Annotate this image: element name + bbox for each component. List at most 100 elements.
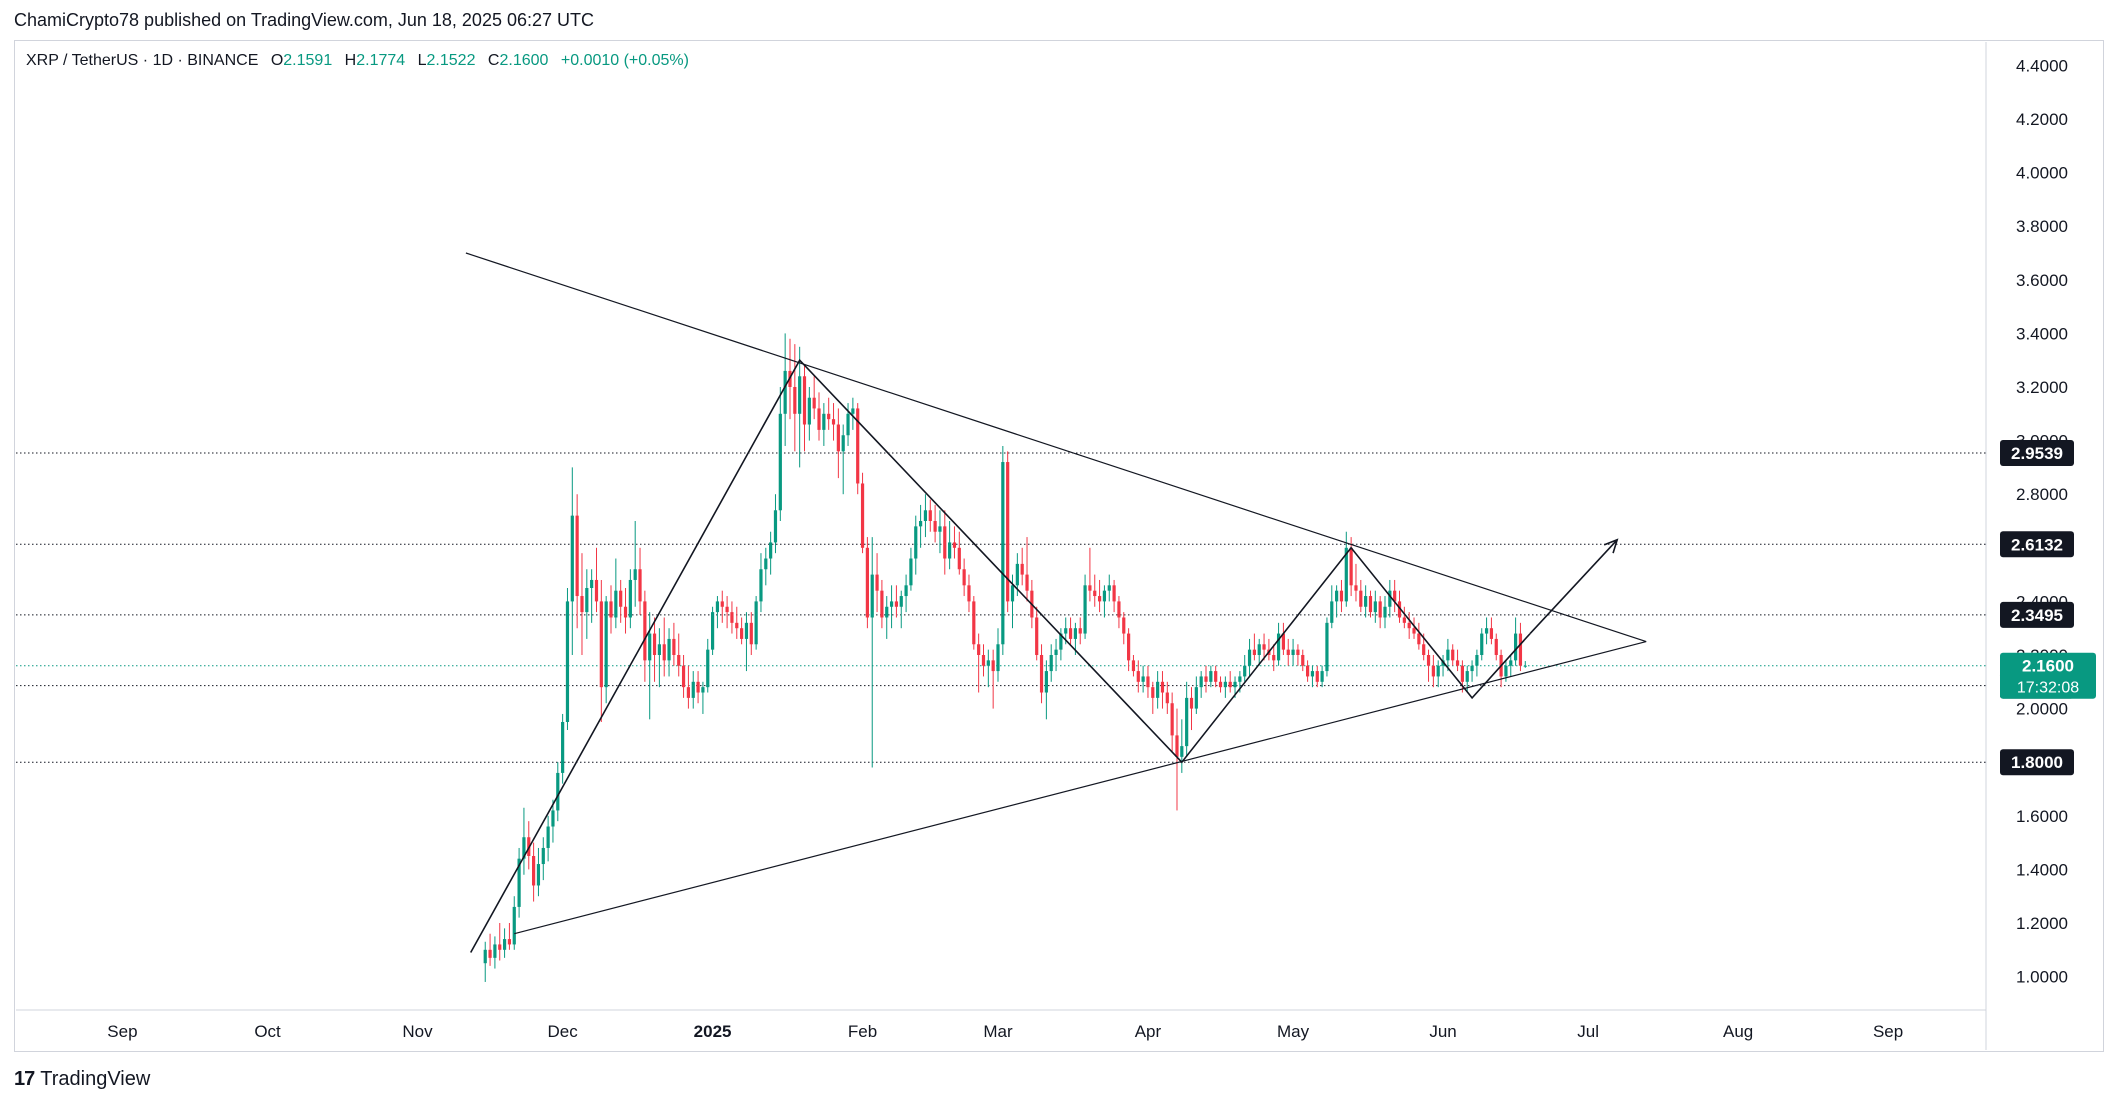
open-value: 2.1591 bbox=[283, 52, 333, 69]
candle-body bbox=[880, 590, 884, 618]
candle-body bbox=[1281, 633, 1286, 650]
candle-body bbox=[1093, 590, 1097, 597]
candle-body bbox=[1330, 601, 1334, 623]
chart-frame bbox=[14, 40, 2104, 1052]
candle-body bbox=[1310, 671, 1315, 677]
candle-body bbox=[981, 655, 986, 666]
candle-body bbox=[807, 397, 811, 425]
ohlc-legend: XRP / TetherUS · 1D · BINANCE O2.1591 H2… bbox=[26, 52, 689, 70]
candle-body bbox=[1059, 633, 1063, 650]
candle-body bbox=[686, 687, 691, 698]
candle-body bbox=[1170, 703, 1174, 736]
candle-body bbox=[967, 585, 971, 602]
candle-body bbox=[1426, 655, 1431, 666]
candle-body bbox=[1470, 665, 1474, 672]
candle-body bbox=[860, 483, 865, 548]
symbol-label[interactable]: XRP / TetherUS · 1D · BINANCE bbox=[26, 52, 259, 69]
candle-body bbox=[1252, 649, 1256, 655]
candle-body bbox=[991, 660, 995, 672]
candle-body bbox=[561, 722, 565, 773]
candle-body bbox=[933, 521, 937, 532]
candle-body bbox=[856, 408, 860, 484]
y-tick-label: 2.0000 bbox=[2016, 700, 2068, 719]
candle-body bbox=[1175, 735, 1179, 757]
candle-body bbox=[894, 601, 899, 607]
y-tick-label: 1.2000 bbox=[2016, 914, 2068, 933]
candle-body bbox=[822, 413, 826, 430]
candle-body bbox=[1364, 596, 1368, 607]
high-value: 2.1774 bbox=[356, 52, 406, 69]
x-tick-label: Dec bbox=[548, 1022, 579, 1041]
candle-body bbox=[1097, 596, 1102, 602]
candle-body bbox=[657, 644, 661, 655]
candle-body bbox=[619, 590, 623, 607]
x-tick-label: Jul bbox=[1577, 1022, 1599, 1041]
candle-body bbox=[1504, 665, 1508, 677]
candle-body bbox=[488, 949, 492, 958]
y-tick-label: 2.8000 bbox=[2016, 485, 2068, 504]
low-key: L bbox=[417, 52, 427, 69]
candle-body bbox=[1006, 462, 1010, 602]
last-price-label: 2.1600 bbox=[2022, 657, 2074, 676]
candle-body bbox=[812, 397, 816, 409]
candle-body bbox=[701, 687, 705, 693]
candle-body bbox=[594, 579, 599, 602]
candle-body bbox=[648, 633, 652, 661]
candle-body bbox=[1455, 660, 1460, 666]
candle-body bbox=[532, 856, 536, 886]
candle-body bbox=[1141, 676, 1145, 682]
candle-body bbox=[1083, 585, 1087, 634]
candle-body bbox=[827, 413, 831, 420]
publisher-line: ChamiCrypto78 published on TradingView.c… bbox=[14, 10, 595, 30]
candle-body bbox=[1451, 649, 1455, 661]
candle-body bbox=[556, 772, 560, 811]
candle-body bbox=[1165, 692, 1169, 704]
candle-body bbox=[919, 521, 923, 527]
trendline-lower bbox=[514, 641, 1647, 935]
candle-body bbox=[1238, 676, 1242, 682]
candle-body bbox=[740, 628, 744, 639]
candle-body bbox=[914, 526, 918, 559]
candle-body bbox=[1301, 655, 1305, 666]
candle-body bbox=[764, 558, 768, 570]
candle-body bbox=[1368, 596, 1373, 613]
candle-body bbox=[1349, 547, 1353, 586]
candle-body bbox=[599, 601, 603, 688]
candle-body bbox=[609, 601, 613, 618]
candle-body bbox=[759, 569, 763, 602]
candle-body bbox=[817, 408, 821, 430]
candle-body bbox=[541, 847, 545, 865]
candle-body bbox=[1523, 665, 1527, 667]
candle-body bbox=[1276, 633, 1281, 661]
candle-body bbox=[1131, 660, 1136, 672]
candle-body bbox=[1354, 585, 1358, 591]
candle-body bbox=[1518, 633, 1523, 666]
candle-body bbox=[1417, 633, 1421, 645]
candle-body bbox=[1180, 746, 1184, 757]
candle-body bbox=[681, 665, 686, 688]
level-price-label: 2.6132 bbox=[2011, 535, 2063, 554]
level-price-tag bbox=[2000, 601, 2074, 628]
candle-body bbox=[744, 622, 749, 639]
candle-body bbox=[1243, 665, 1247, 677]
candle-body bbox=[1359, 590, 1363, 607]
candle-body bbox=[996, 644, 1000, 672]
candle-body bbox=[590, 579, 594, 588]
candle-body bbox=[1054, 649, 1058, 655]
candle-body bbox=[507, 939, 512, 945]
candle-body bbox=[498, 944, 502, 950]
candle-body bbox=[1446, 649, 1450, 661]
candle-body bbox=[643, 601, 647, 661]
level-price-tag bbox=[2000, 749, 2074, 776]
tradingview-footer[interactable]: 17 TradingView bbox=[14, 1068, 150, 1091]
candle-body bbox=[1064, 628, 1068, 634]
close-value: 2.1600 bbox=[499, 52, 549, 69]
last-price-tag bbox=[2000, 652, 2096, 699]
bar-countdown-label: 17:32:08 bbox=[2017, 680, 2079, 697]
candle-body bbox=[909, 558, 913, 586]
candle-body bbox=[1373, 601, 1377, 613]
candle-body bbox=[1339, 590, 1344, 602]
candle-body bbox=[1436, 665, 1440, 677]
candle-body bbox=[522, 837, 526, 859]
